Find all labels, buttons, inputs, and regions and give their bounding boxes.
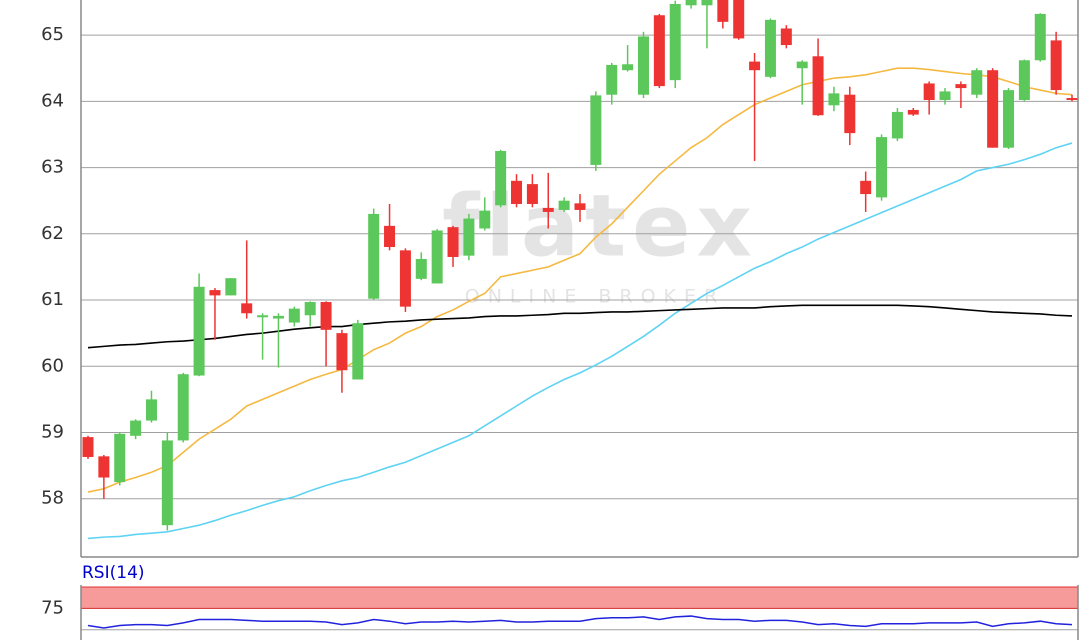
watermark: flatex xyxy=(442,176,758,276)
candle-body xyxy=(241,303,253,314)
candle-body xyxy=(733,0,745,39)
candle-body xyxy=(987,70,999,148)
candle-body xyxy=(447,227,459,257)
y-tick-label: 62 xyxy=(41,223,64,244)
candle-body xyxy=(1018,60,1030,101)
candle-body xyxy=(812,56,824,116)
candle-body xyxy=(749,61,761,71)
candle-body xyxy=(1050,40,1062,91)
candle-body xyxy=(399,250,411,307)
y-tick-label: 64 xyxy=(41,90,64,111)
candle-body xyxy=(145,399,157,421)
band xyxy=(80,586,1079,609)
candle-body xyxy=(98,456,110,478)
candle-body xyxy=(384,225,396,248)
candle-body xyxy=(828,93,840,106)
candle-body xyxy=(939,91,951,101)
y-tick-label: 59 xyxy=(41,421,64,442)
candle-body xyxy=(130,420,142,436)
candle-body xyxy=(352,323,364,380)
candle-body xyxy=(1066,98,1078,101)
candle-body xyxy=(82,437,94,457)
candle-body xyxy=(542,207,554,212)
candle-body xyxy=(431,230,443,284)
candle-body xyxy=(891,111,903,139)
candle-body xyxy=(860,180,872,195)
candle-body xyxy=(257,315,269,318)
candle-body xyxy=(844,94,856,134)
candle-body xyxy=(304,302,316,316)
candle-body xyxy=(622,64,634,71)
candle-body xyxy=(764,19,776,77)
candle-body xyxy=(685,0,697,6)
candle-body xyxy=(177,374,189,441)
candle-body xyxy=(1034,13,1046,61)
candle-body xyxy=(606,64,618,95)
panel-title: RSI(14) xyxy=(82,563,145,583)
y-tick-label: 63 xyxy=(41,157,64,178)
y-tick-label: 60 xyxy=(41,355,64,376)
candle-body xyxy=(463,218,475,256)
candle-body xyxy=(971,70,983,95)
y-tick-label: 61 xyxy=(41,289,64,310)
y-tick-label: 75 xyxy=(41,597,64,618)
candle-body xyxy=(526,184,538,204)
candle-body xyxy=(193,286,205,376)
candle-body xyxy=(876,137,888,198)
y-tick-label: 65 xyxy=(41,24,64,45)
y-tick-label: 58 xyxy=(41,488,64,509)
candle-body xyxy=(479,210,491,229)
candle-body xyxy=(590,95,602,165)
price-plot xyxy=(81,0,1078,540)
rsi-line xyxy=(87,615,1073,629)
moving-average-line xyxy=(87,304,1073,349)
moving-average-line xyxy=(87,67,1073,493)
candle-body xyxy=(923,83,935,101)
candle-body xyxy=(653,15,665,87)
candle-body xyxy=(272,315,284,319)
candle-body xyxy=(161,440,173,526)
candle-body xyxy=(336,333,348,371)
candle-body xyxy=(701,0,713,6)
candle-body xyxy=(1003,90,1015,148)
candle-body xyxy=(796,61,808,69)
candle-body xyxy=(669,3,681,81)
moving-average-line xyxy=(87,142,1073,540)
candle-body xyxy=(511,180,523,204)
candle-body xyxy=(209,290,221,296)
candle-body xyxy=(288,308,300,323)
candle-body xyxy=(574,203,586,210)
candle-body xyxy=(225,278,237,296)
candle-body xyxy=(780,28,792,46)
candle-body xyxy=(955,84,967,89)
candle-body xyxy=(717,0,729,22)
candle-body xyxy=(368,213,380,299)
rsi-plot xyxy=(81,607,1078,631)
candle-body xyxy=(415,258,427,279)
candle-body xyxy=(558,200,570,210)
candle-body xyxy=(637,36,649,95)
candle-body xyxy=(114,433,126,483)
candle-body xyxy=(495,151,507,206)
candle-body xyxy=(320,302,332,330)
watermark-sub: ONLINE BROKER xyxy=(465,286,725,308)
candle-body xyxy=(907,109,919,115)
